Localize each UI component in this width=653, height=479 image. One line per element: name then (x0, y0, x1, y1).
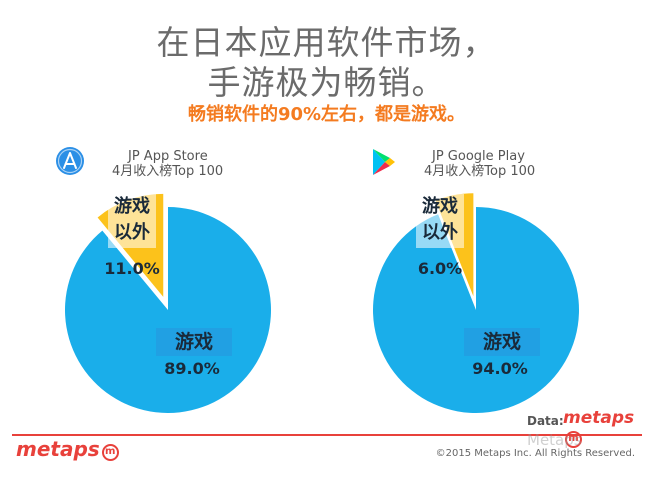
non-games-value-label: 6.0% (418, 259, 462, 278)
brand-text: metaps (16, 437, 100, 461)
metaps-logo: metaps m (16, 437, 119, 461)
app-store-title: JP App Store (128, 149, 208, 164)
non-games-label: 以外 (114, 221, 150, 243)
brand-text: metaps (563, 408, 635, 428)
games-label: 游戏 (175, 330, 213, 353)
watermark: Metaps (527, 431, 582, 449)
non-games-label-box (416, 194, 464, 248)
non-games-label: 以外 (422, 221, 458, 243)
title-line-2: 手游极为畅销。 (207, 63, 446, 102)
games-label-box (156, 328, 232, 356)
google-play-icon (373, 149, 395, 175)
google-play-title: JP Google Play (432, 149, 525, 164)
non-games-label: 游戏 (114, 195, 150, 217)
metaps-logo-small: metaps m (563, 408, 653, 448)
app-store-icon (56, 147, 84, 175)
non-games-label-box (108, 194, 156, 248)
non-games-value-label: 11.0% (104, 259, 160, 278)
brand-mark: m (565, 431, 582, 448)
games-value-label: 94.0% (472, 359, 528, 378)
copyright: ©2015 Metaps Inc. All Rights Reserved. (435, 448, 635, 459)
pie-slice-games (64, 207, 271, 414)
google-play-subtitle: 4月收入榜Top 100 (424, 164, 536, 179)
app-store-subtitle: 4月收入榜Top 100 (112, 164, 224, 179)
data-source-label: Data: (527, 414, 564, 428)
pie-slice-games (373, 207, 579, 413)
games-value-label: 89.0% (164, 359, 220, 378)
title-line-1: 在日本应用软件市场， (156, 23, 497, 62)
footer-divider (12, 434, 642, 436)
games-label-box (464, 328, 540, 356)
subtitle: 畅销软件的90%左右，都是游戏。 (187, 104, 466, 125)
brand-mark: m (101, 444, 119, 461)
games-label: 游戏 (483, 330, 521, 353)
non-games-label: 游戏 (422, 195, 458, 217)
